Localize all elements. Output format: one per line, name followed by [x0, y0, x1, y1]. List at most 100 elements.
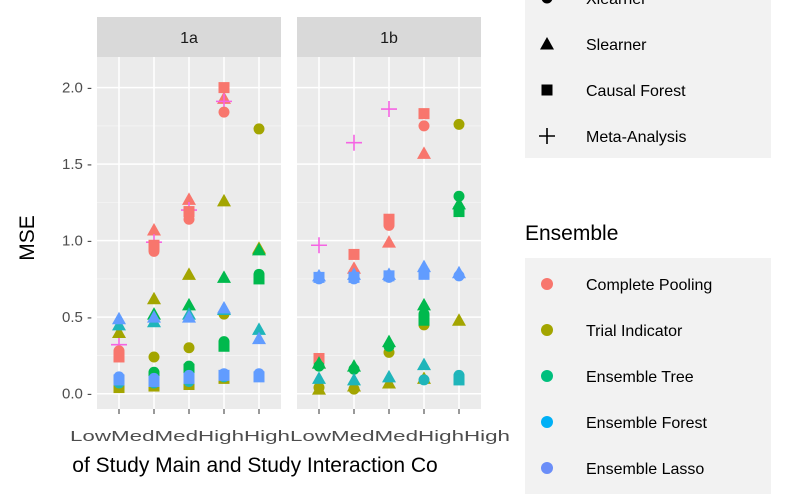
data-point-ensemble-tree-causal-forest [453, 206, 465, 218]
data-point-ensemble-lasso-causal-forest [348, 271, 360, 283]
facet-strip-label: 1b [380, 30, 398, 47]
data-point-complete-pooling-meta-analysis [381, 101, 397, 118]
legend-key-ensemble-forest [541, 416, 553, 428]
data-point-ensemble-lasso-slearner [252, 331, 266, 345]
legend-label-ensemble-lasso: Ensemble Lasso [586, 461, 704, 478]
y-tick-label: 0.5 - [62, 309, 92, 326]
data-point-ensemble-tree-xlearner [313, 360, 325, 372]
color-legend-title: Ensemble [525, 222, 618, 245]
data-point-complete-pooling-xlearner [183, 213, 195, 225]
data-point-complete-pooling-causal-forest [348, 248, 360, 260]
facet-strip-label: 1a [180, 30, 198, 47]
data-point-trial-indicator-slearner [112, 325, 126, 338]
legend-key-causal-forest [541, 84, 553, 96]
panel-1a: 1a [97, 17, 281, 414]
data-point-complete-pooling-slearner [182, 192, 196, 205]
data-point-ensemble-forest-slearner [347, 372, 361, 386]
data-point-trial-indicator-xlearner [453, 118, 465, 130]
legend-label-xlearner: Xlearner [586, 0, 647, 8]
data-point-trial-indicator-xlearner [253, 123, 265, 135]
data-point-trial-indicator-slearner [217, 193, 231, 207]
legend-label-slearner: Slearner [586, 37, 647, 54]
data-point-ensemble-forest-causal-forest [453, 374, 465, 386]
data-point-complete-pooling-xlearner [383, 219, 395, 231]
data-point-ensemble-tree-slearner [217, 270, 231, 283]
data-point-complete-pooling-causal-forest [148, 239, 160, 251]
data-point-ensemble-lasso-causal-forest [418, 268, 430, 280]
data-point-ensemble-lasso-causal-forest [113, 374, 125, 386]
data-point-ensemble-tree-xlearner [348, 363, 360, 375]
data-point-ensemble-tree-slearner [252, 242, 266, 256]
data-point-ensemble-lasso-slearner [217, 300, 231, 314]
data-point-ensemble-lasso-causal-forest [218, 369, 230, 381]
data-point-complete-pooling-xlearner [418, 120, 430, 132]
data-point-trial-indicator-xlearner [183, 342, 195, 354]
data-point-ensemble-forest-xlearner [418, 374, 430, 386]
data-point-complete-pooling-slearner [382, 235, 396, 248]
data-point-trial-indicator-xlearner [348, 383, 360, 395]
data-point-complete-pooling-meta-analysis [311, 237, 327, 254]
y-tick-label: 2.0 - [62, 80, 92, 97]
shape-legend-keys-background [525, 0, 771, 158]
legend-label-meta-analysis: Meta-Analysis [586, 129, 686, 146]
data-point-ensemble-forest-slearner [417, 357, 431, 371]
data-point-complete-pooling-causal-forest [113, 351, 125, 363]
facet-panels: 1a 1b [97, 17, 481, 414]
data-point-ensemble-lasso-slearner [182, 310, 196, 323]
legend-label-causal-forest: Causal Forest [586, 83, 686, 100]
data-point-ensemble-lasso-xlearner [453, 270, 465, 282]
data-point-complete-pooling-slearner [417, 146, 431, 159]
legend-key-complete-pooling [541, 278, 553, 290]
color-legend: Ensemble Complete Pooling Trial Indicator E… [525, 222, 771, 494]
data-point-ensemble-tree-slearner [417, 297, 431, 311]
y-tick-label: 1.5 - [62, 156, 92, 173]
legend-key-trial-indicator [541, 324, 553, 336]
legend-label-trial-indicator: Trial Indicator [586, 323, 683, 340]
data-point-trial-indicator-slearner [182, 267, 196, 280]
data-point-ensemble-lasso-slearner [147, 310, 161, 323]
data-point-complete-pooling-causal-forest [218, 82, 230, 94]
data-point-ensemble-tree-causal-forest [218, 340, 230, 352]
legend-label-ensemble-tree: Ensemble Tree [586, 369, 694, 386]
facet-strip [97, 17, 281, 57]
data-point-ensemble-forest-slearner [252, 322, 266, 335]
x-axis-title: of Study Main and Study Interaction Co [72, 454, 437, 477]
data-point-complete-pooling-xlearner [218, 106, 230, 118]
data-point-ensemble-lasso-slearner [112, 311, 126, 325]
color-legend-keys-background [525, 258, 771, 494]
data-point-ensemble-tree-causal-forest [253, 273, 265, 285]
legend-key-ensemble-lasso [541, 462, 553, 474]
data-point-ensemble-forest-slearner [312, 371, 326, 384]
data-point-ensemble-lasso-causal-forest [253, 371, 265, 383]
data-point-trial-indicator-xlearner [148, 351, 160, 363]
data-point-ensemble-tree-causal-forest [183, 363, 195, 375]
shape-legend: Xlearner Slearner Causal Forest Meta-Analys… [525, 0, 771, 158]
data-point-complete-pooling-xlearner [148, 245, 160, 257]
y-tick-label: 1.0 - [62, 233, 92, 250]
data-point-trial-indicator-slearner [147, 291, 161, 305]
data-point-ensemble-lasso-causal-forest [183, 372, 195, 384]
y-tick-label: 0.0 - [62, 386, 92, 403]
data-point-ensemble-tree-slearner [182, 297, 196, 311]
data-point-complete-pooling-meta-analysis [346, 134, 362, 151]
y-axis: 0.0 - 0.5 - 1.0 - 1.5 - 2.0 - [62, 80, 92, 403]
data-point-trial-indicator-slearner [452, 313, 466, 326]
data-point-ensemble-tree-causal-forest [418, 314, 430, 326]
data-point-trial-indicator-xlearner [313, 382, 325, 394]
data-point-ensemble-lasso-causal-forest [383, 270, 395, 282]
data-point-complete-pooling-causal-forest [183, 206, 195, 218]
data-point-complete-pooling-causal-forest [418, 108, 430, 120]
legend-label-ensemble-forest: Ensemble Forest [586, 415, 707, 432]
legend-key-meta-analysis [539, 128, 555, 144]
data-point-ensemble-lasso-causal-forest [148, 375, 160, 387]
data-point-ensemble-tree-xlearner [383, 340, 395, 352]
legend-key-slearner [540, 37, 554, 50]
y-axis-title: MSE [16, 215, 39, 261]
legend-key-ensemble-tree [541, 370, 553, 382]
data-point-ensemble-forest-slearner [382, 369, 396, 383]
legend-label-complete-pooling: Complete Pooling [586, 277, 712, 294]
data-point-complete-pooling-slearner [147, 222, 161, 236]
data-point-ensemble-tree-xlearner [453, 190, 465, 202]
panel-1b: 1b [297, 17, 481, 414]
